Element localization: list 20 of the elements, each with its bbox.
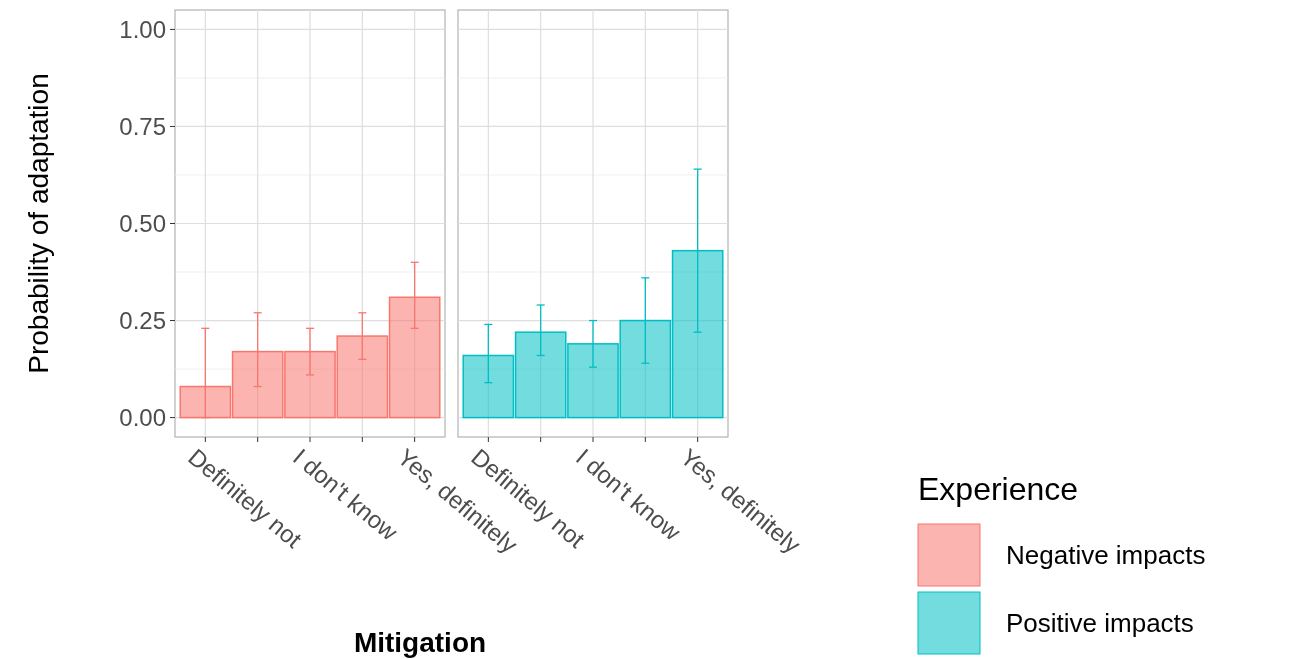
legend-title: Experience xyxy=(918,471,1079,507)
bar xyxy=(671,249,724,419)
bar xyxy=(388,296,441,419)
bar xyxy=(284,350,336,419)
bar xyxy=(179,385,232,419)
bar xyxy=(619,319,672,419)
bar xyxy=(462,354,515,419)
bar xyxy=(336,335,389,419)
bar xyxy=(514,331,567,419)
y-tick-label: 0.50 xyxy=(119,209,166,237)
y-tick-label: 1.00 xyxy=(119,15,166,43)
x-axis-title: Mitigation xyxy=(353,627,487,658)
y-tick-label: 0.25 xyxy=(119,306,166,334)
y-axis-title: Probability of adaptation xyxy=(23,73,54,374)
y-tick-label: 0.00 xyxy=(119,403,166,431)
legend-label: Negative impacts xyxy=(1006,540,1206,571)
bar xyxy=(231,350,284,419)
bar xyxy=(567,343,619,419)
y-tick-label: 0.75 xyxy=(119,112,166,140)
legend-label: Positive impacts xyxy=(1006,608,1194,639)
